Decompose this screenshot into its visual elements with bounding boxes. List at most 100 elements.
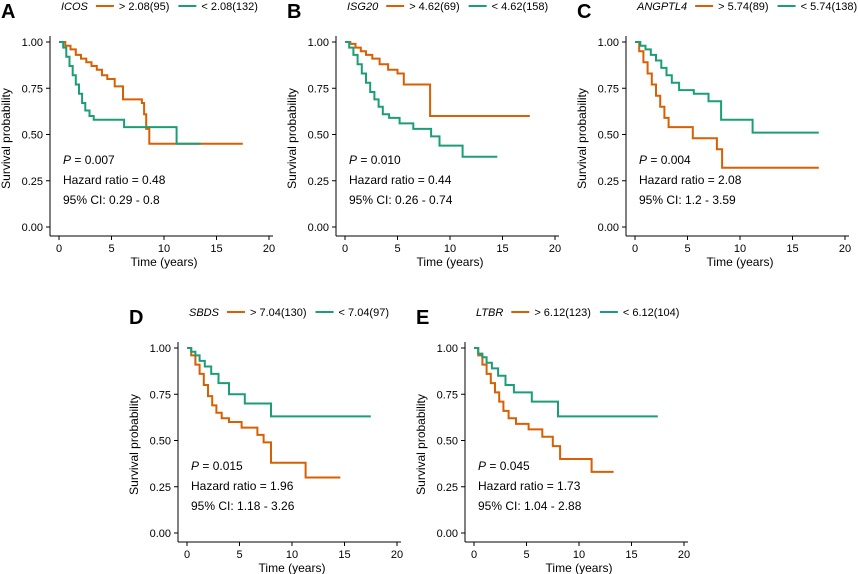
y-tick-label: 0.25 — [308, 176, 329, 188]
y-axis-title: Survival probability — [0, 88, 13, 189]
x-tick-label: 0 — [184, 549, 190, 561]
hazard-ratio: Hazard ratio = 1.96 — [191, 479, 294, 493]
x-tick-label: 5 — [523, 549, 529, 561]
x-tick-label: 15 — [338, 549, 350, 561]
y-tick-label: 0.50 — [598, 130, 619, 142]
x-tick-label: 15 — [210, 243, 222, 255]
x-tick-label: 0 — [471, 549, 477, 561]
p-value: P = 0.010 — [349, 153, 401, 167]
legend-gene-name: ICOS — [61, 1, 89, 13]
confidence-interval: 95% CI: 1.04 - 2.88 — [478, 499, 582, 513]
y-tick-label: 0.25 — [150, 482, 171, 494]
survival-curve-high — [474, 347, 614, 473]
survival-curve-low — [187, 347, 371, 418]
x-tick-label: 0 — [632, 243, 638, 255]
panel-a: A 0.00 0.25 0.50 0.75 1.00 0 5 10 15 20 Time (years… — [0, 1, 275, 269]
survival-curve-low — [474, 347, 658, 418]
y-tick-label: 1.00 — [598, 37, 619, 49]
x-axis-title: Time (years) — [546, 561, 613, 574]
x-tick-label: 5 — [684, 243, 690, 255]
confidence-interval: 95% CI: 1.2 - 3.59 — [639, 193, 736, 207]
y-tick-label: 1.00 — [308, 37, 329, 49]
legend-gene-name: SBDS — [189, 307, 220, 319]
x-tick-label: 0 — [342, 243, 348, 255]
x-tick-label: 15 — [496, 243, 508, 255]
y-tick-label: 0.75 — [22, 83, 43, 95]
y-tick-label: 0.25 — [437, 482, 458, 494]
y-tick-label: 0.50 — [150, 436, 171, 448]
y-tick-label: 0.25 — [22, 176, 43, 188]
y-tick-label: 0.75 — [598, 83, 619, 95]
y-tick-label: 1.00 — [22, 37, 43, 49]
hazard-ratio: Hazard ratio = 0.48 — [63, 173, 166, 187]
y-tick-label: 0.25 — [598, 176, 619, 188]
survival-curve-low — [345, 41, 498, 158]
p-value: P = 0.004 — [639, 153, 691, 167]
survival-curve-low — [635, 41, 819, 134]
x-tick-label: 5 — [394, 243, 400, 255]
y-tick-label: 0.00 — [150, 528, 171, 540]
y-tick-label: 0.75 — [308, 83, 329, 95]
y-tick-label: 0.00 — [598, 222, 619, 234]
panel-letter: D — [129, 307, 143, 329]
p-value: P = 0.007 — [63, 153, 115, 167]
legend-gene-name: ISG20 — [347, 1, 379, 13]
legend-label-high: > 4.62(69) — [409, 1, 459, 13]
hazard-ratio: Hazard ratio = 2.08 — [639, 173, 742, 187]
y-tick-label: 0.00 — [308, 222, 329, 234]
hazard-ratio: Hazard ratio = 1.73 — [478, 479, 581, 493]
y-axis-title: Survival probability — [285, 88, 299, 189]
y-tick-label: 0.50 — [22, 130, 43, 142]
y-tick-label: 1.00 — [437, 343, 458, 355]
x-axis-title: Time (years) — [417, 255, 484, 269]
legend-label-low: < 5.74(138) — [801, 1, 858, 13]
y-tick-label: 0.00 — [437, 528, 458, 540]
x-tick-label: 5 — [108, 243, 114, 255]
y-axis-title: Survival probability — [127, 394, 141, 495]
panel-letter: E — [416, 307, 429, 329]
x-tick-label: 10 — [734, 243, 746, 255]
x-tick-label: 20 — [263, 243, 275, 255]
x-tick-label: 10 — [444, 243, 456, 255]
legend-label-low: < 7.04(97) — [339, 307, 389, 319]
x-tick-label: 20 — [549, 243, 561, 255]
x-tick-label: 20 — [839, 243, 851, 255]
survival-curve-high — [635, 41, 819, 169]
x-tick-label: 15 — [786, 243, 798, 255]
survival-curve-high — [59, 41, 243, 145]
panel-b: B 0.00 0.25 0.50 0.75 1.00 0 5 10 15 20 Time (years… — [285, 1, 561, 269]
confidence-interval: 95% CI: 1.18 - 3.26 — [191, 499, 295, 513]
x-tick-label: 10 — [286, 549, 298, 561]
panel-d: D 0.00 0.25 0.50 0.75 1.00 0 5 10 15 20 Time (years… — [127, 307, 403, 574]
legend: SBDS > 7.04(130) < 7.04(97) — [189, 307, 389, 319]
legend-gene-name: ANGPTL4 — [636, 1, 687, 13]
x-tick-label: 10 — [573, 549, 585, 561]
legend: ISG20 > 4.62(69) < 4.62(158) — [347, 1, 548, 13]
legend-label-low: < 2.08(132) — [201, 1, 258, 13]
x-tick-label: 0 — [56, 243, 62, 255]
y-tick-label: 1.00 — [150, 343, 171, 355]
hazard-ratio: Hazard ratio = 0.44 — [349, 173, 452, 187]
y-tick-label: 0.50 — [437, 436, 458, 448]
x-tick-label: 10 — [158, 243, 170, 255]
panel-letter: C — [577, 1, 591, 23]
survival-curve-high — [345, 41, 530, 117]
y-tick-label: 0.00 — [22, 222, 43, 234]
confidence-interval: 95% CI: 0.26 - 0.74 — [349, 193, 453, 207]
legend-label-low: < 4.62(158) — [492, 1, 549, 13]
p-value: P = 0.015 — [191, 459, 243, 473]
legend: ANGPTL4 > 5.74(89) < 5.74(138) — [636, 1, 857, 13]
legend-label-high: > 6.12(123) — [534, 307, 591, 319]
y-tick-label: 0.75 — [150, 389, 171, 401]
panel-c: C 0.00 0.25 0.50 0.75 1.00 0 5 10 15 20 Time (years… — [575, 1, 857, 269]
y-tick-label: 0.75 — [437, 389, 458, 401]
y-axis-title: Survival probability — [575, 88, 589, 189]
p-value: P = 0.045 — [478, 459, 530, 473]
legend-label-high: > 2.08(95) — [119, 1, 169, 13]
x-axis-title: Time (years) — [131, 255, 198, 269]
y-tick-label: 0.50 — [308, 130, 329, 142]
panel-letter: A — [1, 1, 15, 23]
survival-curve-high — [187, 347, 341, 479]
confidence-interval: 95% CI: 0.29 - 0.8 — [63, 193, 160, 207]
